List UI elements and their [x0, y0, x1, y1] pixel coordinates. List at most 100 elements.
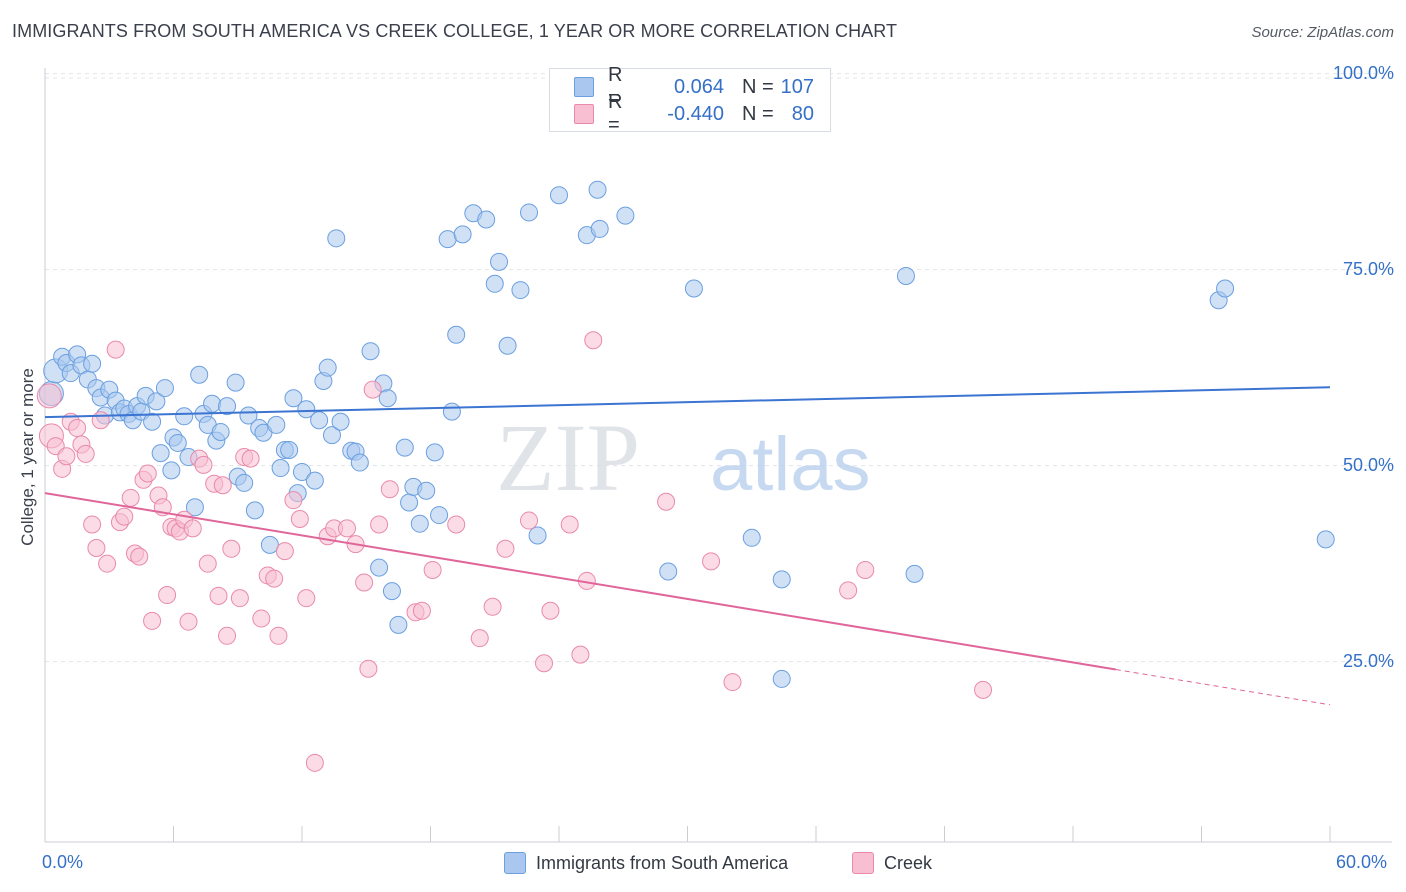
- data-point: [260, 535, 279, 554]
- data-point: [318, 358, 337, 377]
- data-point: [83, 515, 102, 534]
- data-point: [280, 441, 299, 459]
- data-point: [896, 266, 915, 285]
- data-point: [209, 586, 228, 605]
- watermark-atlas: atlas: [710, 422, 871, 507]
- data-point: [138, 464, 157, 483]
- data-point: [425, 443, 444, 462]
- gridlines: [45, 73, 1392, 663]
- data-point: [230, 589, 249, 608]
- legend-item-immigrants[interactable]: Immigrants from South America: [504, 852, 788, 874]
- data-point: [520, 511, 539, 530]
- data-point: [185, 498, 204, 517]
- n-label: N =: [742, 75, 774, 98]
- data-point: [772, 570, 791, 589]
- data-point: [143, 412, 162, 431]
- data-point: [657, 492, 676, 511]
- data-point: [588, 180, 607, 199]
- watermark-zip: ZIP: [496, 404, 640, 511]
- stats-legend: R = 0.064 N = 107 R = -0.440 N = 80: [549, 64, 831, 136]
- data-point: [68, 419, 87, 438]
- data-point: [115, 507, 134, 526]
- data-point: [571, 645, 590, 664]
- data-point: [252, 609, 271, 628]
- series-immigrants-points: [38, 180, 1335, 688]
- axes: [44, 68, 1392, 843]
- data-point: [370, 558, 389, 577]
- data-point: [560, 515, 579, 534]
- data-point: [483, 597, 502, 616]
- source-label: Source: ZipAtlas.com: [1251, 24, 1394, 41]
- data-point: [550, 186, 568, 205]
- data-point: [410, 514, 429, 533]
- data-point: [442, 402, 461, 421]
- data-point: [284, 491, 303, 510]
- data-point: [490, 252, 509, 271]
- r-label: R =: [608, 91, 623, 136]
- legend-swatch-creek: [574, 104, 594, 124]
- data-point: [453, 225, 472, 244]
- y-tick-label: 50.0%: [1342, 454, 1394, 475]
- data-point: [659, 562, 678, 581]
- data-point: [218, 397, 237, 416]
- trend-line-creek-extension: [1115, 669, 1331, 706]
- data-point: [222, 539, 241, 558]
- data-point: [226, 373, 245, 392]
- series-creek-points: [36, 331, 993, 772]
- x-tick-min: 0.0%: [42, 852, 84, 872]
- legend-label-immigrants: Immigrants from South America: [536, 852, 789, 873]
- data-point: [974, 680, 993, 699]
- data-point: [322, 426, 341, 445]
- data-point: [355, 573, 374, 592]
- data-point: [36, 383, 62, 409]
- data-point: [190, 365, 209, 384]
- data-point: [305, 471, 324, 490]
- x-tick-max: 60.0%: [1336, 852, 1388, 872]
- data-point: [211, 422, 230, 441]
- data-point: [723, 673, 742, 692]
- legend-swatch-creek: [852, 852, 874, 874]
- data-point: [121, 488, 140, 507]
- r-value: 0.064: [673, 75, 724, 98]
- data-point: [265, 569, 284, 588]
- data-point: [162, 461, 181, 480]
- stats-row-creek: R = -0.440 N = 80: [574, 91, 814, 136]
- data-point: [520, 203, 539, 222]
- series-legend: Immigrants from South America Creek: [0, 852, 1406, 878]
- watermark: ZIP atlas: [496, 404, 871, 511]
- data-point: [1216, 279, 1235, 298]
- data-point: [155, 379, 174, 398]
- data-point: [511, 281, 530, 300]
- legend-item-creek[interactable]: Creek: [852, 852, 932, 874]
- data-point: [168, 433, 187, 452]
- y-tick-label: 100.0%: [1332, 62, 1394, 83]
- data-point: [370, 515, 389, 534]
- data-point: [87, 539, 106, 557]
- data-point: [905, 564, 924, 583]
- r-label: R =: [608, 64, 623, 109]
- data-point: [76, 444, 95, 463]
- data-point: [350, 453, 369, 472]
- n-label: N =: [742, 102, 774, 125]
- data-point: [337, 519, 356, 538]
- data-point: [616, 206, 635, 225]
- data-point: [106, 340, 125, 359]
- r-value: -0.440: [667, 102, 724, 125]
- data-point: [305, 753, 324, 772]
- data-point: [245, 501, 264, 520]
- data-point: [839, 581, 858, 600]
- data-point: [297, 400, 316, 419]
- data-point: [541, 601, 560, 620]
- data-point: [269, 626, 288, 645]
- data-point: [147, 392, 166, 411]
- data-point: [130, 547, 149, 566]
- data-point: [158, 586, 177, 605]
- data-point: [284, 389, 303, 408]
- data-point: [271, 459, 290, 478]
- data-point: [430, 506, 449, 525]
- legend-swatch-immigrants: [504, 852, 526, 874]
- data-point: [535, 654, 554, 673]
- n-value: 80: [791, 102, 814, 125]
- data-point: [290, 509, 309, 528]
